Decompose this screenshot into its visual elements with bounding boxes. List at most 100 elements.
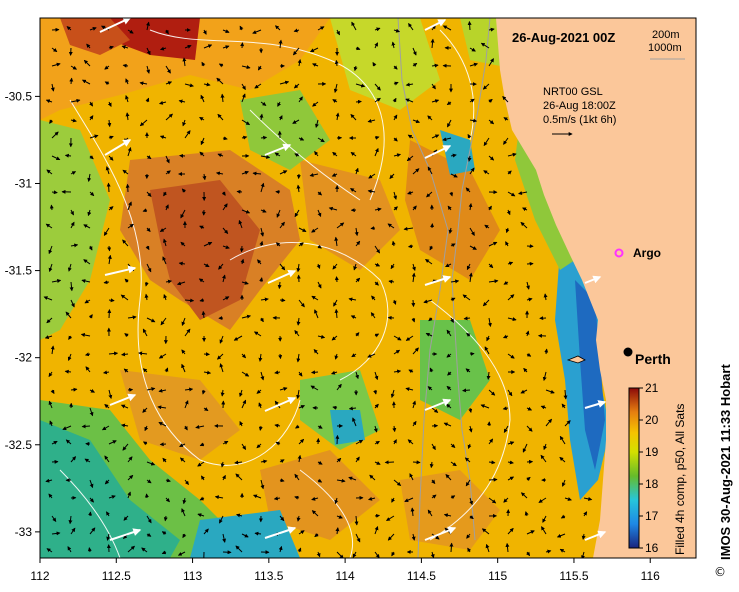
current-arrow [448, 227, 453, 234]
current-arrow [120, 294, 129, 301]
strong-current-arrow [584, 400, 607, 409]
current-arrow [374, 281, 379, 286]
current-arrow [217, 113, 224, 121]
current-arrow [144, 281, 149, 287]
current-arrow [107, 254, 112, 265]
current-arrow [446, 101, 452, 106]
current-arrow [123, 515, 129, 521]
current-arrow [142, 368, 148, 373]
current-arrow [507, 261, 514, 266]
current-arrow [507, 170, 512, 175]
current-arrow [218, 63, 224, 68]
current-arrow [374, 525, 379, 535]
current-arrow [200, 137, 205, 146]
current-arrow [241, 280, 249, 285]
current-arrow [218, 263, 224, 270]
current-arrow [45, 478, 53, 483]
current-arrow [102, 370, 110, 375]
current-arrow [350, 188, 357, 193]
streamlines [59, 29, 511, 558]
current-arrow [86, 43, 91, 49]
current-arrow [241, 209, 251, 214]
current-arrow [488, 279, 499, 284]
lat-tick-label: -32.5 [5, 438, 33, 452]
current-arrow [216, 77, 224, 85]
current-arrow [371, 295, 376, 301]
current-arrow [488, 477, 498, 482]
current-arrow [465, 368, 471, 373]
current-arrow [563, 389, 568, 400]
current-arrow [450, 297, 456, 302]
current-arrow [81, 279, 91, 283]
current-arrow [298, 227, 307, 232]
current-arrow [502, 334, 509, 339]
current-arrow [526, 530, 535, 535]
current-arrow [275, 25, 281, 31]
current-arrow [296, 515, 301, 522]
current-arrow [503, 497, 509, 503]
current-arrow [184, 328, 191, 337]
current-arrow [311, 295, 319, 301]
current-arrow [275, 242, 281, 247]
current-arrow [335, 527, 340, 535]
current-arrow [351, 353, 357, 358]
current-arrow [540, 405, 547, 410]
current-arrow [184, 130, 191, 139]
strong-current-arrow [424, 398, 452, 411]
current-arrow [274, 152, 281, 157]
current-arrow [127, 491, 131, 499]
current-arrow [62, 425, 72, 430]
current-arrow [543, 293, 548, 301]
current-arrow [83, 259, 91, 265]
current-arrow [348, 476, 357, 481]
current-arrow [526, 476, 531, 482]
current-arrow [84, 299, 91, 304]
current-arrow [462, 294, 471, 301]
strong-current-arrow [267, 270, 297, 284]
current-arrow [353, 263, 358, 271]
current-arrow [488, 438, 494, 445]
current-arrow [69, 281, 74, 292]
current-arrow [146, 227, 151, 232]
current-arrow [108, 155, 114, 161]
current-arrow [296, 263, 301, 273]
current-arrow [274, 423, 281, 428]
current-arrow [374, 513, 381, 518]
current-arrow [405, 335, 414, 341]
current-arrow [335, 112, 340, 121]
current-arrow [278, 39, 283, 49]
current-arrow [465, 187, 471, 193]
current-arrow [518, 191, 528, 195]
current-arrow [49, 119, 54, 124]
current-arrow [276, 209, 281, 218]
current-arrow [253, 331, 262, 337]
current-arrow [51, 62, 61, 67]
current-arrow [252, 171, 262, 176]
current-arrow [355, 46, 361, 51]
current-arrow [294, 329, 300, 337]
current-arrow [254, 83, 262, 89]
current-arrow [199, 442, 205, 447]
current-arrow [45, 99, 53, 104]
current-arrow [393, 206, 398, 211]
current-arrow [104, 479, 110, 485]
current-arrow [468, 425, 473, 433]
current-arrow [412, 62, 418, 67]
rottnest-island [566, 355, 586, 364]
current-arrow [411, 299, 416, 308]
strong-current-arrow [99, 18, 132, 33]
current-arrow [253, 494, 262, 499]
current-arrow [294, 209, 300, 218]
current-arrow [107, 119, 112, 128]
lon-tick-label: 112.5 [102, 569, 131, 583]
lon-tick-label: 115.5 [559, 569, 588, 583]
current-arrow [181, 363, 186, 373]
current-arrow [507, 527, 514, 535]
current-arrow [217, 153, 224, 158]
current-arrow [374, 245, 381, 254]
current-arrow [198, 278, 205, 283]
current-arrow [542, 371, 547, 382]
current-arrow [88, 245, 93, 251]
current-arrow [428, 317, 433, 322]
current-arrow [236, 513, 243, 518]
